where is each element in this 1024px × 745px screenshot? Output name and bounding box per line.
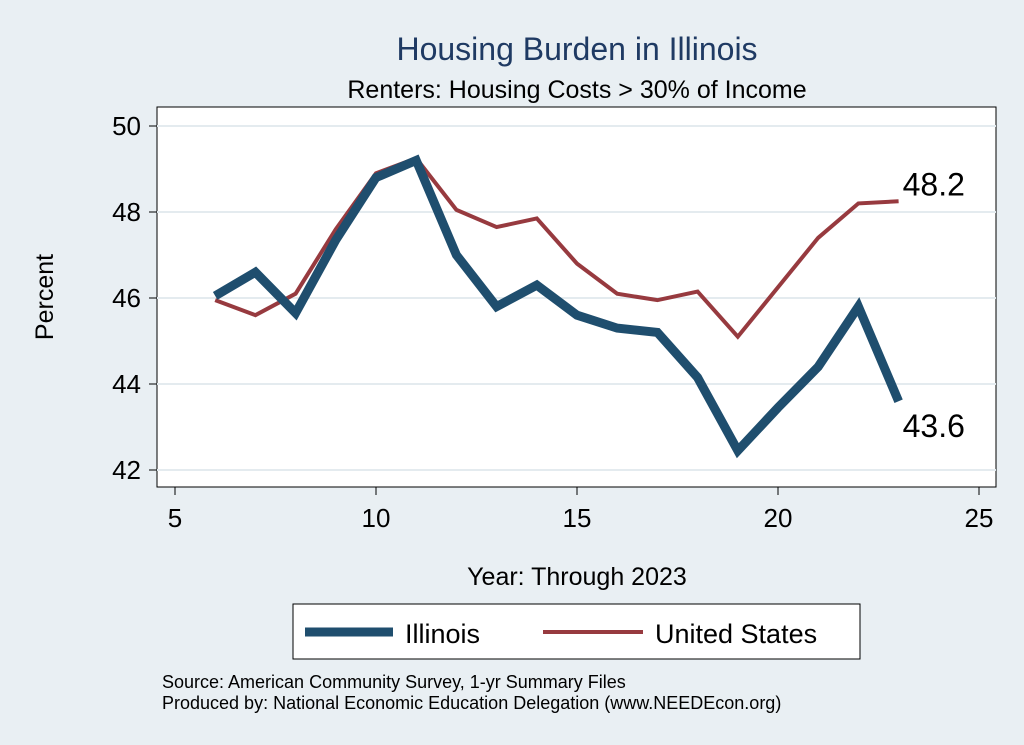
data-point-illinois [333,237,339,243]
x-tick-label: 20 [764,503,793,533]
data-point-illinois [614,325,620,331]
series-layer: 43.6 48.2 [212,154,965,459]
gridlines [157,125,996,471]
data-point-illinois [855,304,861,310]
series-line-united-states [214,155,899,340]
legend-label-united-states: United States [655,619,817,649]
produced-by-note: Produced by: National Economic Education… [162,693,781,713]
data-point-united-states [293,291,299,297]
data-point-illinois [735,448,741,454]
data-point-illinois [695,375,701,381]
data-point-illinois [574,312,580,318]
data-point-united-states [735,334,741,340]
data-point-united-states [494,224,500,230]
series-line-illinois [212,154,903,459]
y-tick-label: 42 [112,455,141,485]
data-point-illinois [413,157,419,163]
data-point-united-states [896,198,902,204]
y-tick-label: 46 [112,283,141,313]
y-tick-label: 48 [112,197,141,227]
data-point-illinois [252,269,258,275]
x-tick-label: 10 [362,503,391,533]
data-point-united-states [654,297,660,303]
data-point-united-states [815,235,821,241]
data-point-united-states [695,289,701,295]
data-point-illinois [494,304,500,310]
data-point-united-states [453,207,459,213]
x-tick-label: 25 [965,503,994,533]
data-point-illinois [212,293,218,299]
data-point-united-states [614,291,620,297]
data-point-united-states [574,261,580,267]
chart-subtitle: Renters: Housing Costs > 30% of Income [347,76,806,104]
data-point-united-states [855,200,861,206]
x-tick-label: 5 [168,503,182,533]
data-point-illinois [373,175,379,181]
end-label-illinois: 43.6 [903,408,965,444]
data-point-illinois [293,310,299,316]
end-label-united-states: 48.2 [903,166,965,202]
data-point-illinois [896,398,902,404]
data-point-united-states [775,284,781,290]
data-point-illinois [775,405,781,411]
y-axis: 42 44 46 48 50 [112,111,157,485]
data-point-illinois [654,329,660,335]
data-point-illinois [453,252,459,258]
y-tick-label: 50 [112,111,141,141]
data-point-united-states [252,312,258,318]
y-axis-label: Percent [31,254,59,340]
chart-title: Housing Burden in Illinois [396,31,757,67]
source-note: Source: American Community Survey, 1-yr … [162,672,626,692]
y-tick-label: 44 [112,369,141,399]
data-point-illinois [815,364,821,370]
data-point-united-states [534,215,540,221]
x-axis-label: Year: Through 2023 [467,563,687,591]
x-tick-label: 15 [563,503,592,533]
data-point-illinois [534,282,540,288]
legend-label-illinois: Illinois [405,619,480,649]
x-axis: 5 10 15 20 25 [168,487,994,533]
